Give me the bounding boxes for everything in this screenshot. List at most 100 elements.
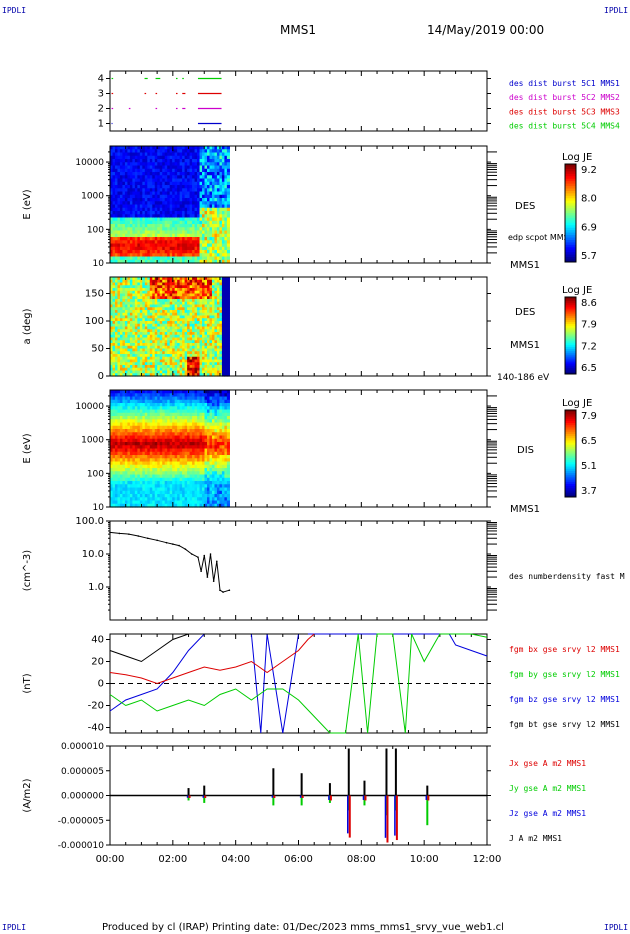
des-energy-cell xyxy=(122,243,126,248)
des-pitch-cell xyxy=(184,310,188,314)
dis-energy-cell xyxy=(117,471,121,476)
des-pitch-cell xyxy=(137,340,141,344)
dis-energy-cell xyxy=(142,429,146,433)
dis-energy-cell xyxy=(132,464,136,469)
dis-energy-cell xyxy=(142,422,146,427)
des-energy-cell xyxy=(164,207,168,212)
des-energy-cell xyxy=(169,178,173,183)
dis-energy-cell xyxy=(174,429,178,433)
des-energy-cell xyxy=(152,227,156,232)
des-pitch-cell xyxy=(134,304,138,308)
dis-energy-cell xyxy=(132,422,136,427)
des-pitch-cell xyxy=(189,315,193,319)
des-energy-cell xyxy=(224,227,228,232)
dis-energy-cell xyxy=(152,484,156,489)
des-pitch-cell xyxy=(202,323,206,328)
des-energy-cell xyxy=(139,240,143,245)
des-pitch-cell xyxy=(164,315,168,319)
des-energy-cell xyxy=(202,224,206,228)
des-pitch-cell xyxy=(117,323,121,328)
des-pitch-cell xyxy=(214,359,218,363)
dis-energy-cell xyxy=(152,409,156,414)
des-pitch-cell xyxy=(197,356,201,361)
des-pitch-cell xyxy=(112,337,116,341)
des-pitch-cell xyxy=(221,293,226,297)
des-energy-cell xyxy=(152,230,156,235)
dis-energy-cell xyxy=(149,435,153,440)
dis-energy-cell xyxy=(184,425,188,430)
des-energy-cell xyxy=(184,227,188,232)
des-energy-cell xyxy=(132,181,136,186)
des-energy-cell xyxy=(129,230,133,235)
des-energy-cell xyxy=(214,185,218,189)
des-energy-cell xyxy=(197,240,201,245)
des-energy-cell xyxy=(221,230,226,235)
des-energy-cell xyxy=(164,224,168,228)
dis-energy-cell xyxy=(159,451,163,456)
des-energy-annotation: edp scpot MMS1 xyxy=(508,233,574,242)
des-energy-cell xyxy=(226,172,230,176)
des-energy-cell xyxy=(192,217,196,222)
dis-energy-cell xyxy=(152,416,156,420)
des-energy-cell xyxy=(197,155,201,160)
des-energy-cell xyxy=(209,214,213,219)
burst-ytick-label: 1 xyxy=(98,119,104,130)
des-energy-cell xyxy=(216,220,221,225)
des-energy-cell xyxy=(132,217,136,222)
des-energy-cell xyxy=(197,162,201,167)
des-pitch-cell xyxy=(182,354,186,358)
des-pitch-cell xyxy=(132,351,136,355)
des-pitch-cell xyxy=(144,359,148,363)
dis-energy-cell xyxy=(182,396,186,401)
des-pitch-cell xyxy=(122,340,126,344)
des-energy-colorbar-tick: 6.9 xyxy=(581,222,597,233)
des-pitch-cell xyxy=(162,301,166,306)
dis-energy-cell xyxy=(179,484,183,489)
des-energy-cell xyxy=(142,204,146,209)
des-pitch-colorbar-cell xyxy=(565,329,576,333)
dis-energy-cell xyxy=(139,461,143,466)
des-energy-cell xyxy=(199,165,203,170)
des-pitch-cell xyxy=(114,279,119,284)
des-pitch-cell xyxy=(129,332,133,336)
des-pitch-cell xyxy=(147,337,151,341)
dis-energy-cell xyxy=(162,464,166,469)
des-pitch-cell xyxy=(187,337,191,341)
des-energy-cell xyxy=(162,149,166,154)
des-pitch-cell xyxy=(226,365,230,369)
des-pitch-cell xyxy=(129,337,133,341)
des-pitch-cell xyxy=(124,285,129,289)
des-pitch-cell xyxy=(132,348,136,352)
dis-energy-cell xyxy=(144,416,148,420)
des-energy-cell xyxy=(159,175,163,180)
dis-energy-cell xyxy=(179,464,183,469)
des-energy-cell xyxy=(214,201,218,206)
des-pitch-cell xyxy=(154,312,158,317)
des-energy-cell xyxy=(117,168,121,173)
des-pitch-cell xyxy=(112,365,116,369)
des-pitch-cell xyxy=(119,312,124,317)
des-energy-cell xyxy=(184,214,188,219)
dis-energy-cell xyxy=(164,409,168,414)
des-energy-cell xyxy=(169,168,173,173)
des-pitch-cell xyxy=(149,277,153,281)
des-energy-cell xyxy=(132,188,136,193)
dis-energy-cell xyxy=(182,416,186,420)
des-energy-cell xyxy=(192,240,196,245)
dis-energy-cell xyxy=(124,451,129,456)
des-energy-cell xyxy=(142,162,146,167)
des-pitch-cell xyxy=(147,373,151,377)
des-pitch-cell xyxy=(164,359,168,363)
des-energy-cell xyxy=(142,175,146,180)
des-energy-cell xyxy=(209,155,213,160)
des-pitch-cell xyxy=(187,301,191,306)
dis-energy-cell xyxy=(157,477,161,482)
des-pitch-cell xyxy=(219,293,223,297)
dis-energy-cell xyxy=(167,497,171,502)
des-energy-cell xyxy=(224,201,228,206)
des-pitch-cell xyxy=(147,323,151,328)
des-pitch-cell xyxy=(127,373,131,377)
des-pitch-cell xyxy=(192,299,196,303)
des-energy-cell xyxy=(144,243,148,248)
dis-energy-cell xyxy=(132,487,136,492)
